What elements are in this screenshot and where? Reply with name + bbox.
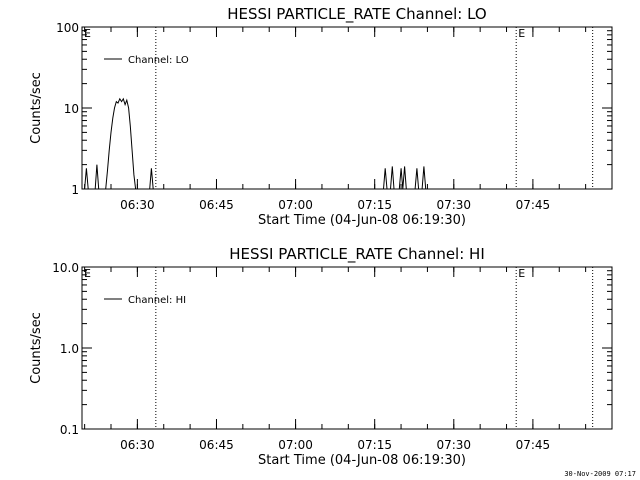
legend-entry: Channel: HI (128, 295, 186, 306)
legend-entry: Channel: LO (128, 55, 189, 66)
y-tick-label: 1.0 (60, 342, 79, 356)
plot-frame (81, 266, 613, 430)
x-tick-label: 07:45 (516, 198, 551, 212)
x-tick-label: 06:30 (120, 198, 155, 212)
chart-title: HESSI PARTICLE_RATE Channel: HI (229, 245, 485, 264)
x-tick-label: 07:00 (278, 198, 313, 212)
plot-timestamp: 30-Nov-2009 07:17 (564, 470, 636, 478)
y-tick-label: 10.0 (52, 261, 79, 275)
event-flag-label: E (84, 27, 91, 40)
x-axis-label: Start Time (04-Jun-08 06:19:30) (258, 213, 466, 228)
data-series-line (84, 97, 427, 190)
y-tick-label: 10 (64, 102, 79, 116)
event-flag-label: E (84, 267, 91, 280)
x-tick-label: 07:15 (357, 438, 392, 452)
x-tick-label: 06:30 (120, 438, 155, 452)
y-tick-label: 1 (71, 183, 79, 197)
event-flag-label: E (518, 27, 525, 40)
chart-panel-2: HESSI PARTICLE_RATE Channel: HI 0.1 1.0 10.… (29, 245, 613, 468)
y-tick-label: 100 (56, 21, 79, 35)
chart-panel-1: HESSI PARTICLE_RATE Channel: LO 1 10 100 06:… (29, 5, 613, 228)
x-tick-label: 06:45 (199, 438, 234, 452)
x-tick-label: 07:30 (436, 438, 471, 452)
plot-frame (81, 26, 613, 190)
x-tick-label: 07:45 (516, 438, 551, 452)
x-tick-label: 07:00 (278, 438, 313, 452)
x-axis-label: Start Time (04-Jun-08 06:19:30) (258, 453, 466, 468)
chart-title: HESSI PARTICLE_RATE Channel: LO (227, 5, 486, 24)
y-axis-label: Counts/sec (29, 312, 44, 384)
x-tick-label: 07:15 (357, 198, 392, 212)
y-axis-label: Counts/sec (29, 72, 44, 144)
y-tick-label: 0.1 (60, 423, 79, 437)
x-tick-label: 07:30 (436, 198, 471, 212)
event-flag-label: E (518, 267, 525, 280)
x-tick-label: 06:45 (199, 198, 234, 212)
